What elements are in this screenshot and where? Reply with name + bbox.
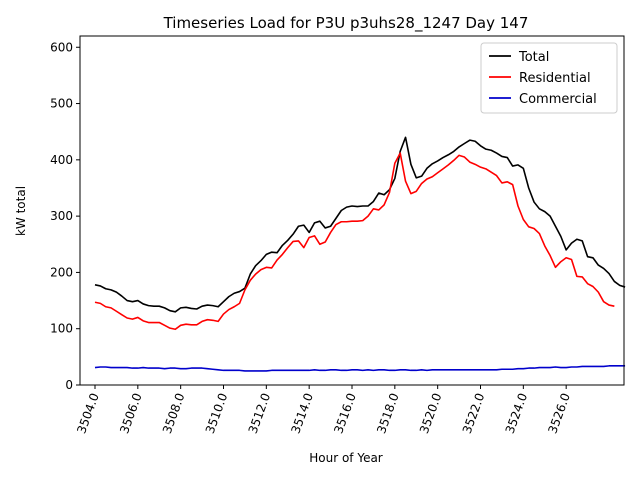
legend-label-commercial: Commercial [519, 92, 597, 107]
legend: Total Residential Commercial [480, 42, 618, 114]
series-line-total [94, 136, 626, 313]
series-lines [94, 136, 626, 372]
y-axis-label: kW total [14, 186, 28, 236]
legend-box [480, 42, 618, 114]
y-tick-label: 300 [50, 209, 73, 223]
y-tick-label: 400 [50, 153, 73, 167]
legend-label-total: Total [518, 50, 549, 65]
y-tick-label: 0 [65, 378, 73, 392]
y-axis: 0 100 200 300 400 500 600 [50, 40, 80, 392]
series-line-commercial [94, 365, 626, 372]
y-tick-label: 600 [50, 40, 73, 54]
y-tick-label: 100 [50, 322, 73, 336]
chart-title: Timeseries Load for P3U p3uhs28_1247 Day… [163, 14, 529, 33]
series-line-residential [94, 152, 615, 331]
y-tick-label: 500 [50, 97, 73, 111]
x-axis-label: Hour of Year [309, 451, 383, 465]
y-tick-label: 200 [50, 265, 73, 279]
legend-label-residential: Residential [519, 71, 591, 86]
plot-frame [79, 35, 625, 386]
